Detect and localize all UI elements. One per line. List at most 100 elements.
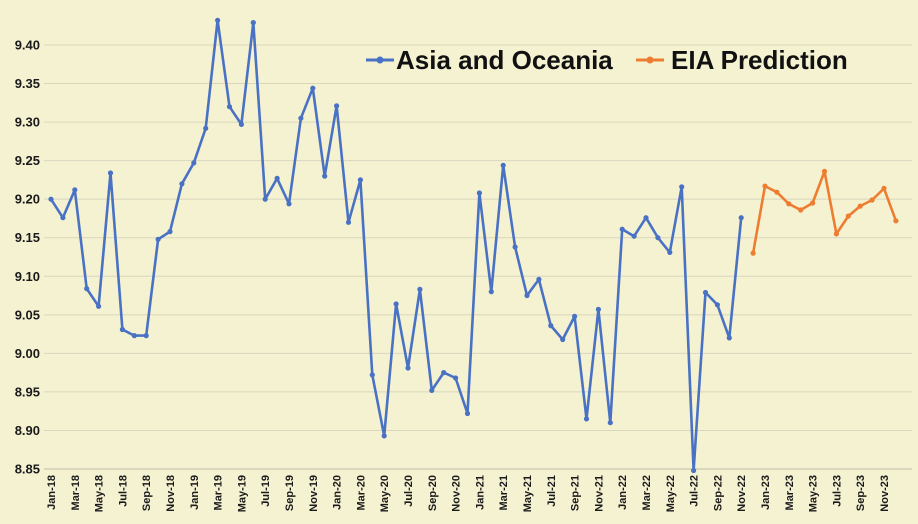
legend: Asia and Oceania EIA Prediction	[366, 45, 848, 75]
data-point	[548, 323, 554, 329]
data-point	[619, 226, 625, 232]
data-point	[262, 196, 268, 202]
x-tick-label: Jan-21	[474, 475, 486, 510]
data-point	[655, 235, 661, 241]
x-tick-label: Jul-20	[403, 475, 415, 507]
series	[48, 17, 899, 474]
x-tick-label: Mar-21	[498, 475, 510, 510]
data-point	[881, 185, 887, 191]
x-tick-label: Nov-19	[308, 475, 320, 512]
x-tick-label: Jul-21	[546, 475, 558, 507]
data-point	[119, 326, 125, 333]
y-tick-label: 9.30	[15, 115, 40, 130]
gridlines	[44, 44, 912, 470]
x-tick-label: May-22	[665, 475, 677, 512]
x-tick-label: May-18	[94, 475, 106, 512]
data-point	[203, 125, 209, 131]
data-point	[560, 336, 566, 343]
data-point	[369, 372, 375, 378]
data-point	[191, 160, 197, 166]
data-point	[179, 181, 185, 187]
y-tick-label: 8.85	[15, 462, 40, 477]
data-point	[215, 17, 221, 23]
data-point	[381, 433, 387, 439]
axes: 8.85 8.90 8.95 9.00 9.05 9.10 9.15 9.20 9.25 9.30…	[15, 38, 912, 512]
data-point	[417, 286, 423, 292]
y-tick-label: 9.15	[15, 230, 40, 245]
x-tick-label: Jul-23	[831, 475, 843, 507]
data-point	[845, 213, 851, 219]
data-point	[774, 189, 780, 195]
x-tick-label: May-21	[522, 475, 534, 512]
y-tick-label: 9.40	[15, 38, 40, 53]
data-point	[833, 231, 840, 237]
data-point	[631, 233, 637, 239]
data-point	[810, 200, 816, 206]
legend-marker-eia	[646, 56, 654, 64]
data-point	[798, 207, 804, 213]
data-point	[429, 387, 435, 393]
data-point	[857, 203, 863, 209]
x-tick-label: May-23	[808, 475, 820, 512]
data-point	[464, 410, 471, 417]
x-tick-label: Sep-20	[427, 475, 439, 511]
data-point	[357, 177, 363, 183]
data-point	[226, 104, 233, 110]
x-tick-label: Jan-18	[46, 475, 58, 510]
data-point	[131, 333, 137, 339]
data-point	[393, 301, 399, 307]
x-tick-label: May-20	[379, 475, 391, 512]
x-tick-label: Mar-20	[355, 475, 367, 510]
data-point	[322, 173, 328, 179]
x-tick-label: Nov-22	[736, 475, 748, 512]
x-tick-label: Nov-23	[879, 475, 891, 512]
data-point	[84, 286, 90, 292]
y-tick-label: 8.95	[15, 384, 40, 399]
data-point	[679, 184, 685, 190]
data-point	[869, 197, 875, 203]
data-point	[167, 229, 173, 235]
x-tick-label: Nov-21	[593, 475, 605, 512]
legend-marker-asia	[376, 56, 384, 64]
data-point	[607, 420, 613, 426]
x-tick-label: Jul-19	[260, 475, 272, 507]
data-point	[345, 219, 352, 225]
x-tick-label: Jul-22	[689, 475, 701, 507]
data-point	[72, 187, 78, 193]
x-tick-label: Mar-22	[641, 475, 653, 510]
y-tick-label: 9.25	[15, 153, 40, 168]
data-point	[726, 335, 732, 341]
x-tick-label: Mar-19	[213, 475, 225, 510]
x-tick-label: Sep-18	[141, 475, 153, 511]
data-point	[334, 103, 340, 109]
data-point	[702, 289, 709, 296]
data-point	[762, 183, 768, 189]
x-tick-label: Jan-19	[189, 475, 201, 510]
x-tick-label: Sep-22	[712, 475, 724, 511]
x-tick-label: Mar-23	[784, 475, 796, 510]
data-point	[643, 215, 649, 221]
data-point	[893, 218, 899, 224]
x-tick-label: Jan-20	[332, 475, 344, 510]
data-point	[667, 249, 673, 255]
x-tick-label: Sep-19	[284, 475, 296, 511]
data-point	[96, 303, 102, 309]
data-point	[738, 215, 744, 221]
x-tick-label: May-19	[236, 475, 248, 512]
data-point	[48, 196, 54, 202]
data-point	[750, 250, 756, 256]
data-point	[595, 306, 602, 312]
x-tick-label: Sep-23	[855, 475, 867, 511]
data-point	[536, 276, 542, 282]
data-point	[453, 375, 459, 381]
data-point	[238, 121, 244, 127]
x-tick-label: Jan-23	[760, 475, 772, 510]
y-tick-label: 9.00	[15, 346, 40, 361]
y-tick-label: 9.20	[15, 192, 40, 207]
data-point	[286, 201, 292, 207]
data-point	[786, 201, 792, 207]
x-tick-label: Nov-20	[451, 475, 463, 512]
